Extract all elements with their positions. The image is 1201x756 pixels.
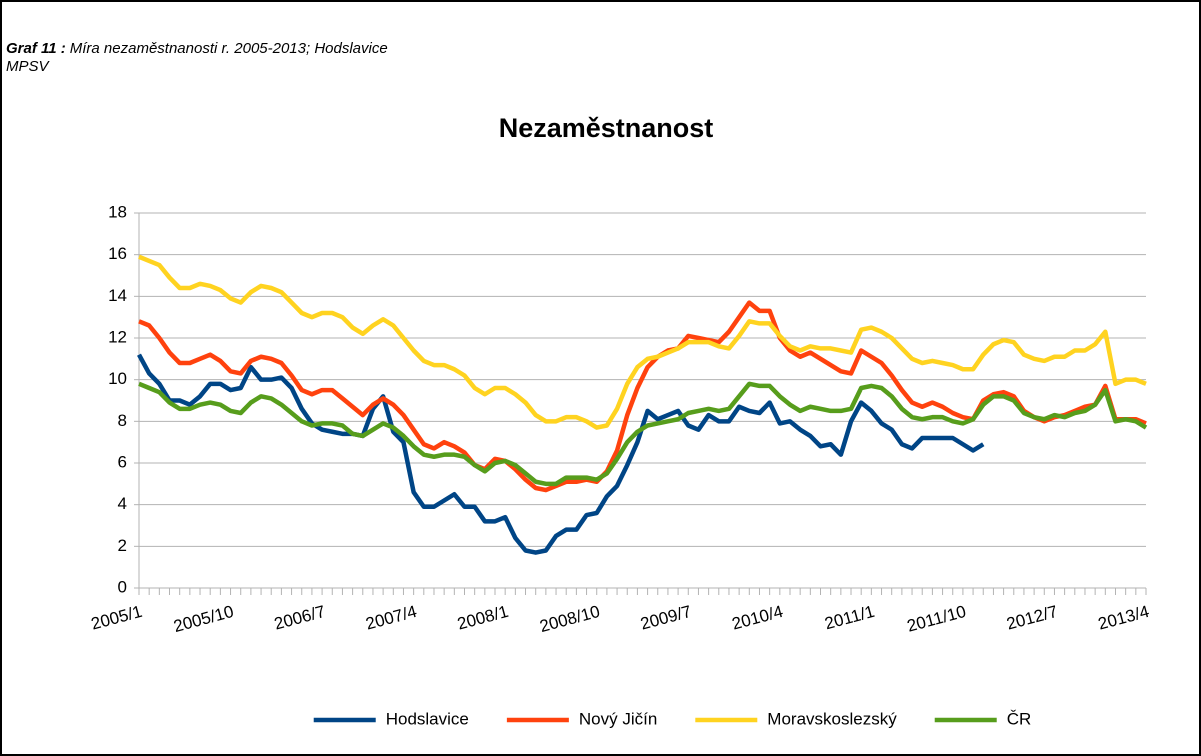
legend-label: Nový Jičín (579, 709, 657, 728)
caption: Graf 11 : Míra nezaměstnanosti r. 2005-20… (6, 40, 388, 57)
series-line (137, 353, 985, 555)
y-tick-label: 8 (118, 411, 127, 430)
y-tick-label: 16 (108, 244, 127, 263)
legend-label: ČR (1007, 709, 1032, 728)
y-tick-label: 4 (118, 494, 127, 513)
caption-label: Graf 11 : (6, 40, 66, 57)
y-tick-label: 14 (108, 286, 127, 305)
y-tick-label: 0 (118, 577, 127, 596)
chart-title: Nezaměstnanost (499, 113, 714, 143)
series-line (138, 254, 1147, 430)
legend-label: Hodslavice (386, 709, 469, 728)
series-line (138, 381, 1148, 487)
y-tick-label: 2 (118, 536, 127, 555)
y-tick-label: 18 (108, 202, 127, 221)
legend-label: Moravskoslezský (767, 709, 897, 728)
legend: Hodslavice Nový Jičín Moravskoslezský ČR (313, 709, 1032, 728)
y-tick-label: 12 (108, 327, 127, 346)
y-tick-label: 10 (108, 369, 127, 388)
y-tick-label: 6 (118, 452, 127, 471)
caption-text: Míra nezaměstnanosti r. 2005-2013; Hodsl… (70, 40, 388, 57)
source: MPSV (6, 58, 51, 75)
